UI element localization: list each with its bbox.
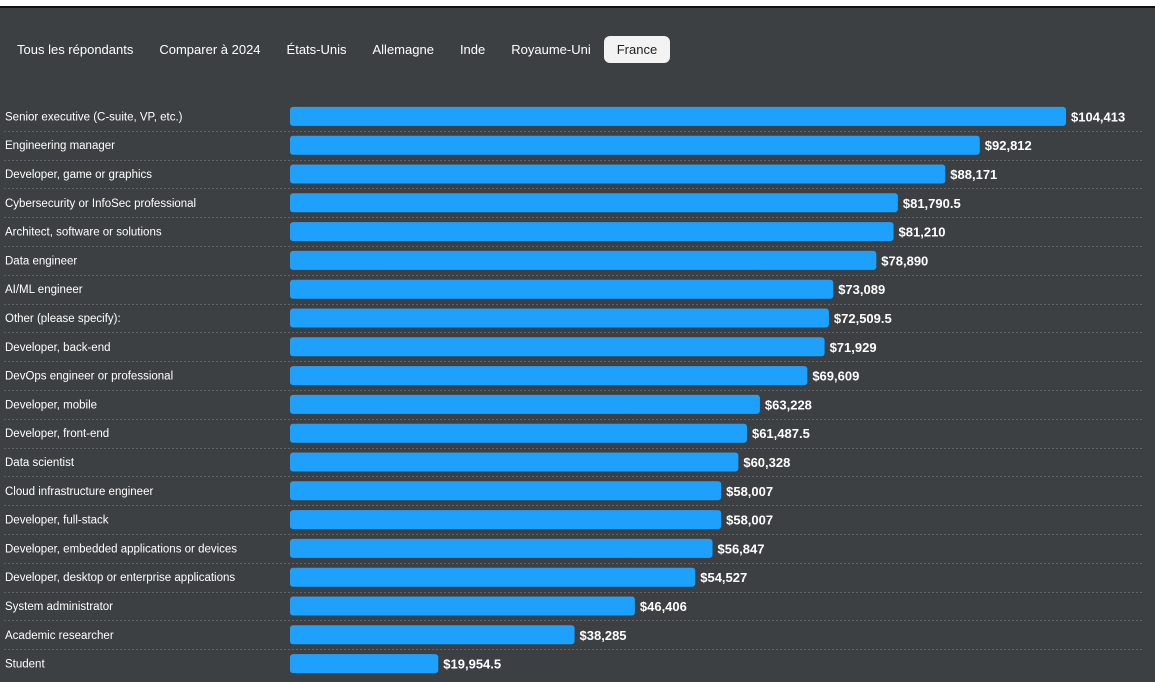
- category-label: Cloud infrastructure engineer: [5, 486, 153, 498]
- category-label: Developer, mobile: [5, 399, 97, 411]
- category-label: Developer, full-stack: [5, 515, 109, 527]
- bar[interactable]: [290, 567, 696, 587]
- value-label: $69,609: [812, 369, 859, 384]
- bar[interactable]: [290, 596, 635, 616]
- value-label: $81,210: [899, 225, 946, 240]
- bar[interactable]: [290, 538, 713, 558]
- bar[interactable]: [290, 164, 946, 184]
- tab-3[interactable]: Allemagne: [372, 42, 434, 57]
- tab-4[interactable]: Inde: [459, 42, 486, 57]
- bar[interactable]: [290, 366, 808, 386]
- tab-5[interactable]: Royaume-Uni: [511, 42, 591, 57]
- bar[interactable]: [290, 510, 722, 530]
- bar[interactable]: [290, 337, 825, 357]
- category-label: DevOps engineer or professional: [5, 371, 173, 383]
- bar[interactable]: [290, 394, 760, 414]
- value-label: $58,007: [726, 484, 773, 499]
- category-label: Developer, embedded applications or devi…: [5, 543, 237, 555]
- value-label: $71,929: [830, 340, 877, 355]
- bar[interactable]: [290, 193, 898, 213]
- bar[interactable]: [290, 135, 980, 155]
- category-label: Senior executive (C-suite, VP, etc.): [5, 111, 183, 123]
- value-label: $81,790.5: [903, 196, 961, 211]
- bar[interactable]: [290, 654, 439, 674]
- value-label: $73,089: [838, 282, 885, 297]
- value-label: $60,328: [743, 455, 790, 470]
- value-label: $63,228: [765, 397, 812, 412]
- bar[interactable]: [290, 308, 829, 328]
- value-label: $88,171: [950, 167, 997, 182]
- bar[interactable]: [290, 625, 575, 645]
- value-label: $58,007: [726, 513, 773, 528]
- tab-2[interactable]: États-Unis: [286, 42, 347, 57]
- value-label: $19,954.5: [443, 657, 501, 672]
- category-label: Developer, game or graphics: [5, 169, 152, 181]
- category-label: Developer, front-end: [5, 428, 109, 440]
- bar[interactable]: [290, 279, 834, 299]
- tab-6[interactable]: France: [603, 36, 671, 63]
- category-label: Data engineer: [5, 255, 77, 267]
- value-label: $72,509.5: [834, 311, 892, 326]
- category-label: Student: [5, 659, 45, 671]
- top-border: [0, 0, 1155, 8]
- value-label: $54,527: [700, 570, 747, 585]
- category-label: Developer, back-end: [5, 342, 110, 354]
- category-label: AI/ML engineer: [5, 284, 83, 296]
- category-label: Data scientist: [5, 457, 75, 469]
- filter-tabs: Tous les répondants Comparer à 2024 États-…: [4, 36, 671, 63]
- bar[interactable]: [290, 106, 1066, 126]
- value-label: $56,847: [717, 541, 764, 556]
- value-label: $38,285: [580, 628, 627, 643]
- bar[interactable]: [290, 423, 747, 443]
- category-label: System administrator: [5, 601, 113, 613]
- category-label: Developer, desktop or enterprise applica…: [5, 572, 235, 584]
- value-label: $46,406: [640, 599, 687, 614]
- tab-1[interactable]: Comparer à 2024: [159, 42, 261, 57]
- value-label: $78,890: [881, 253, 928, 268]
- value-label: $104,413: [1071, 109, 1125, 124]
- category-label: Engineering manager: [5, 140, 115, 152]
- bar[interactable]: [290, 452, 739, 472]
- category-label: Academic researcher: [5, 630, 114, 642]
- category-label: Other (please specify):: [5, 313, 121, 325]
- bar[interactable]: [290, 222, 894, 242]
- bar[interactable]: [290, 250, 877, 270]
- value-label: $92,812: [985, 138, 1032, 153]
- category-label: Architect, software or solutions: [5, 227, 162, 239]
- value-label: $61,487.5: [752, 426, 810, 441]
- bar[interactable]: [290, 481, 722, 501]
- category-label: Cybersecurity or InfoSec professional: [5, 198, 196, 210]
- tab-0[interactable]: Tous les répondants: [17, 42, 134, 57]
